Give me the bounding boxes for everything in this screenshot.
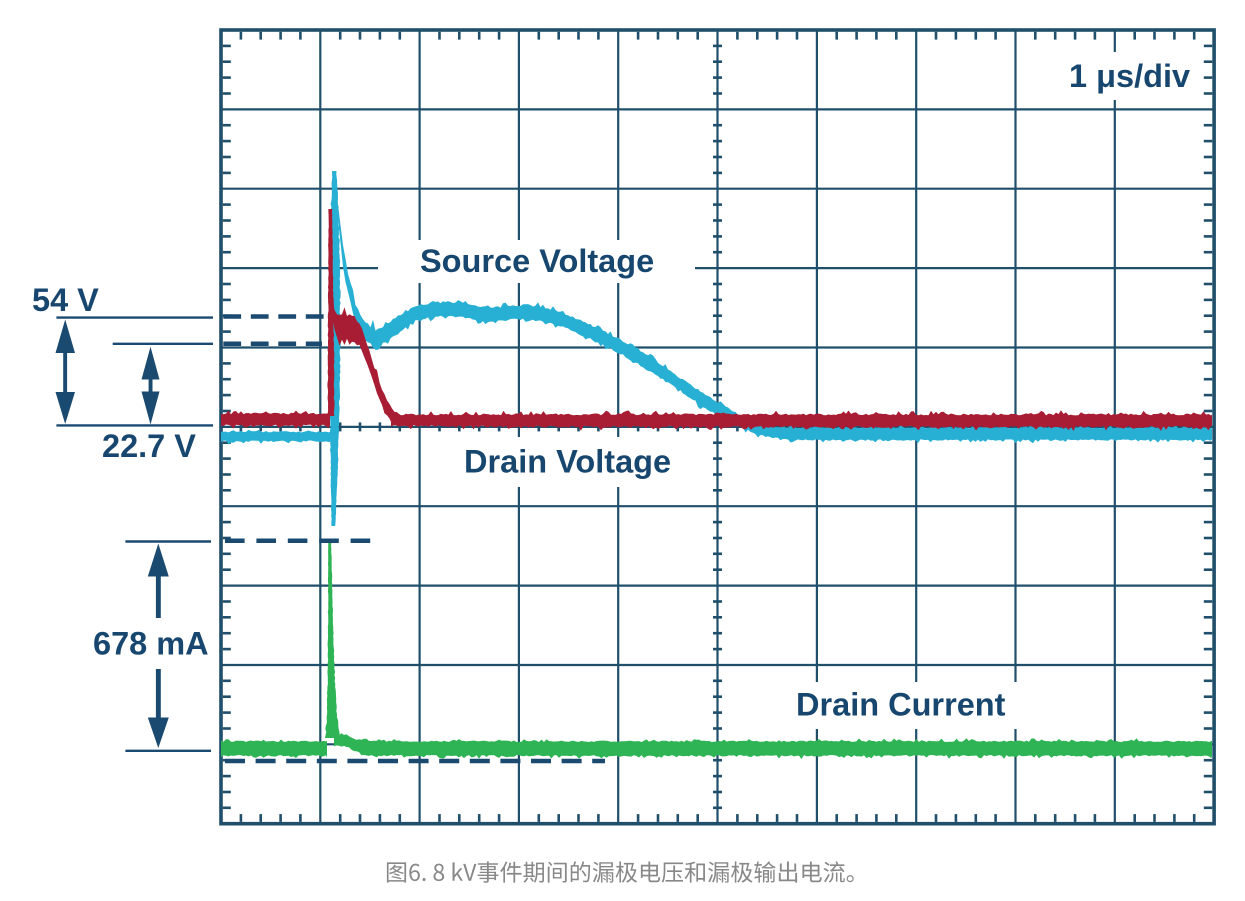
svg-text:54 V: 54 V [32,282,99,318]
svg-text:Source Voltage: Source Voltage [420,243,654,279]
svg-text:22.7 V: 22.7 V [102,428,196,464]
svg-text:1 μs/div: 1 μs/div [1069,58,1190,94]
svg-text:678 mA: 678 mA [93,626,209,662]
svg-text:Drain Voltage: Drain Voltage [464,444,671,480]
svg-text:Drain Current: Drain Current [796,687,1006,723]
